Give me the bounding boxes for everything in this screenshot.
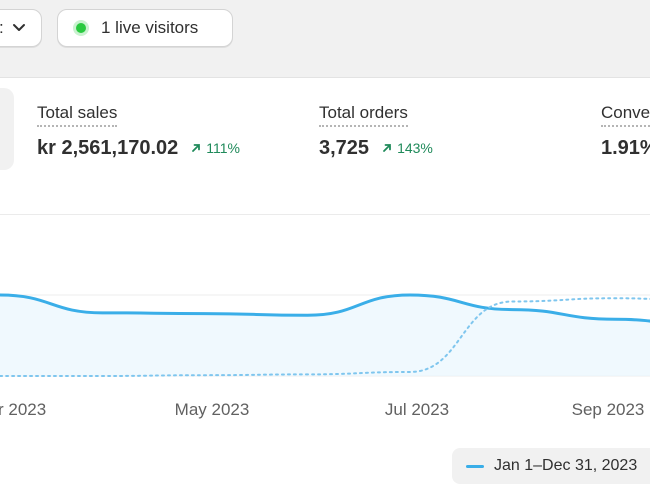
metric-value: 3,725 bbox=[319, 137, 370, 159]
metric-change-value: 111% bbox=[206, 140, 240, 156]
date-range-selector[interactable]: : bbox=[0, 9, 42, 47]
live-visitors-button[interactable]: 1 live visitors bbox=[57, 9, 233, 47]
metric-value: 1.91% bbox=[601, 137, 650, 159]
metric-label[interactable]: Total orders bbox=[319, 103, 408, 127]
metric-conversion[interactable]: Conve 1.91% bbox=[601, 103, 650, 160]
live-visitors-label: 1 live visitors bbox=[101, 18, 199, 37]
divider bbox=[0, 214, 650, 215]
date-range-label: : bbox=[0, 18, 4, 38]
metric-change: 143% bbox=[381, 140, 433, 156]
x-tick-label: May 2023 bbox=[174, 400, 250, 419]
chevron-down-icon bbox=[12, 23, 26, 33]
x-tick-label: Jul 2023 bbox=[384, 400, 450, 419]
x-tick-label: r 2023 bbox=[0, 400, 47, 419]
arrow-up-right-icon bbox=[383, 144, 391, 152]
chart-legend[interactable]: Jan 1–Dec 31, 2023 bbox=[452, 448, 650, 484]
x-tick-label: Sep 2023 bbox=[571, 400, 645, 419]
series-line-comparison[interactable] bbox=[0, 297, 650, 377]
metric-total-orders[interactable]: Total orders 3,725 143% bbox=[319, 103, 433, 160]
metric-card-edge bbox=[0, 88, 14, 170]
metric-total-sales[interactable]: Total sales kr 2,561,170.02 111% bbox=[37, 103, 240, 160]
metric-change-value: 143% bbox=[397, 140, 433, 156]
legend-label: Jan 1–Dec 31, 2023 bbox=[494, 457, 638, 474]
legend-line-swatch bbox=[466, 465, 484, 468]
metric-change: 111% bbox=[190, 140, 240, 156]
top-toolbar: : 1 live visitors bbox=[0, 0, 650, 78]
metric-label[interactable]: Conve bbox=[601, 103, 650, 127]
live-status-dot-icon bbox=[76, 23, 86, 33]
metric-label[interactable]: Total sales bbox=[37, 103, 118, 127]
series-line-current[interactable] bbox=[0, 293, 650, 327]
metric-value: kr 2,561,170.02 bbox=[37, 137, 179, 159]
series-area bbox=[0, 295, 650, 376]
sales-line-chart bbox=[0, 293, 650, 377]
arrow-up-right-icon bbox=[192, 144, 201, 152]
